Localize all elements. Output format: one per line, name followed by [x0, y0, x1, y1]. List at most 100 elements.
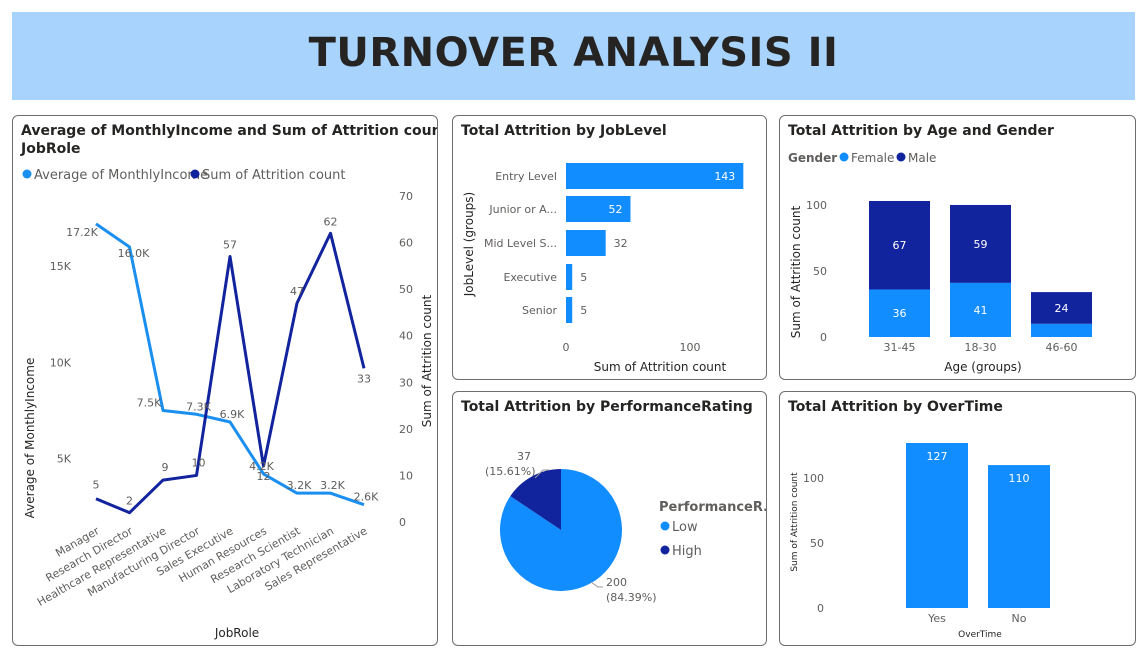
overtime-chart-card[interactable]: Total Attrition by OverTime 0 50 100 127 Yes…: [779, 391, 1136, 646]
y-axis-label: Average of MonthlyIncome: [23, 358, 37, 519]
age-gender-chart: Total Attrition by Age and Gender Gender…: [788, 123, 1092, 374]
data-label-female: 41: [974, 304, 988, 317]
bar-value-label: 5: [580, 304, 587, 317]
data-label-attrition: 9: [162, 461, 169, 474]
bar-male: [1031, 292, 1092, 324]
overtime-chart: Total Attrition by OverTime 0 50 100 127 Yes…: [788, 399, 1050, 640]
age-gender-plot: 0 50 100 36 67 31-45 41 59 18-30 24 46-60: [806, 199, 1092, 354]
y2-tick-label: 20: [399, 423, 413, 436]
chart-title: Total Attrition by PerformanceRating: [461, 399, 753, 415]
legend-marker-high: [660, 545, 670, 555]
y-tick-label: 5K: [57, 453, 72, 466]
data-label-income: 7.5K: [137, 396, 162, 409]
data-label-low-value: 200: [606, 576, 627, 589]
legend-label-high[interactable]: High: [672, 544, 702, 559]
x-tick-label: Yes: [927, 612, 946, 625]
x-axis-label: OverTime: [958, 630, 1002, 640]
bar-value-label: 127: [927, 450, 948, 463]
age-gender-chart-card[interactable]: Total Attrition by Age and Gender Gender…: [779, 115, 1136, 380]
bar-category-label: Junior or A...: [488, 203, 557, 216]
chart-title: Total Attrition by JobLevel: [461, 123, 667, 139]
x-axis-label: Sum of Attrition count: [594, 360, 727, 374]
legend-marker-low: [660, 521, 670, 531]
data-label-income: 3.2K: [320, 479, 345, 492]
y2-tick-label: 10: [399, 469, 413, 482]
y-tick-label: 0: [820, 331, 827, 344]
y2-tick-label: 40: [399, 330, 413, 343]
legend-label-female[interactable]: Female: [851, 151, 894, 165]
legend-label-male[interactable]: Male: [908, 151, 936, 165]
y-axis-label: JobLevel (groups): [462, 192, 476, 297]
bar-male: [869, 201, 930, 290]
joblevel-chart-card[interactable]: Total Attrition by JobLevel Entry Level 1…: [452, 115, 767, 380]
data-label-attrition: 2: [126, 495, 133, 508]
x-tick-label: 46-60: [1046, 341, 1078, 354]
jobrole-chart: Average of MonthlyIncome and Sum of Attr…: [20, 123, 437, 640]
x-tick-label: 0: [563, 341, 570, 354]
bar-category-label: Senior: [522, 304, 558, 317]
legend-marker-male: [896, 152, 906, 162]
bar: [906, 443, 968, 608]
bar-value-label: 5: [580, 271, 587, 284]
leader-line-high: [534, 469, 549, 479]
x-tick-label: 100: [680, 341, 701, 354]
chart-title: Total Attrition by Age and Gender: [788, 123, 1054, 139]
data-label-income: 17.2K: [66, 226, 98, 239]
data-label-male: 67: [893, 239, 907, 252]
y-axis-label: Sum of Attrition count: [789, 205, 803, 338]
legend-title: Gender: [788, 151, 837, 165]
x-tick-label: 18-30: [965, 341, 997, 354]
data-label-attrition: 57: [223, 239, 237, 252]
y2-tick-label: 0: [399, 516, 406, 529]
data-label-attrition: 47: [290, 285, 304, 298]
data-label-attrition: 12: [257, 470, 271, 483]
performance-chart: Total Attrition by PerformanceRating 200…: [461, 399, 766, 604]
y-tick-label: 50: [813, 265, 827, 278]
data-label-income: 7.3K: [186, 400, 211, 413]
data-label-attrition: 5: [93, 479, 100, 492]
jobrole-chart-card[interactable]: Average of MonthlyIncome and Sum of Attr…: [12, 115, 438, 646]
data-label-income: 4.2K: [249, 460, 274, 473]
y-tick-label: 10K: [50, 356, 72, 369]
data-label-income: 6.9K: [220, 408, 245, 421]
bar-value-label: 110: [1009, 472, 1030, 485]
y-tick-label: 15K: [50, 260, 72, 273]
y2-tick-label: 30: [399, 376, 413, 389]
y-axis-label: Sum of Attrition count: [790, 472, 800, 572]
x-tick-label: No: [1012, 612, 1027, 625]
y2-tick-label: 50: [399, 283, 413, 296]
legend-label-attrition[interactable]: Sum of Attrition count: [202, 168, 345, 183]
x-tick-label: 31-45: [884, 341, 916, 354]
chart-title: Total Attrition by OverTime: [788, 399, 1003, 415]
page-title: TURNOVER ANALYSIS II: [308, 30, 839, 76]
chart-title: Average of MonthlyIncome and Sum of Attr…: [21, 123, 437, 139]
x-axis-label: JobRole: [214, 626, 259, 640]
bar-category-label: Mid Level S...: [484, 237, 557, 250]
y-tick-label: 100: [803, 472, 824, 485]
y-tick-label: 50: [810, 537, 824, 550]
data-label-female: 36: [893, 307, 907, 320]
performance-plot: 200 (84.39%) 37 (15.61%): [485, 450, 657, 604]
data-label-income: 2.6K: [354, 491, 379, 504]
y2-tick-label: 70: [399, 190, 413, 203]
legend-marker-female: [839, 152, 849, 162]
legend-label-low[interactable]: Low: [672, 520, 698, 535]
y2-tick-label: 60: [399, 237, 413, 250]
series-line-income: [95, 222, 365, 507]
legend-title: PerformanceR...: [659, 500, 766, 515]
data-label-attrition: 33: [357, 372, 371, 385]
legend-label-income[interactable]: Average of MonthlyIncome: [34, 168, 208, 183]
data-label-high-percent: (15.61%): [485, 465, 536, 478]
data-label-male: 59: [974, 238, 988, 251]
bar-value-label: 52: [608, 203, 622, 216]
series-line-attrition: [95, 231, 366, 515]
data-label-income: 16.0K: [118, 247, 150, 260]
bar: [566, 163, 744, 189]
data-label-income: 3.2K: [287, 479, 312, 492]
performance-chart-card[interactable]: Total Attrition by PerformanceRating 200…: [452, 391, 767, 646]
legend-marker-income: [22, 169, 32, 179]
bar: [566, 230, 606, 256]
data-label-high-value: 37: [517, 450, 531, 463]
overtime-plot: 0 50 100 127 Yes 110 No: [803, 443, 1050, 625]
